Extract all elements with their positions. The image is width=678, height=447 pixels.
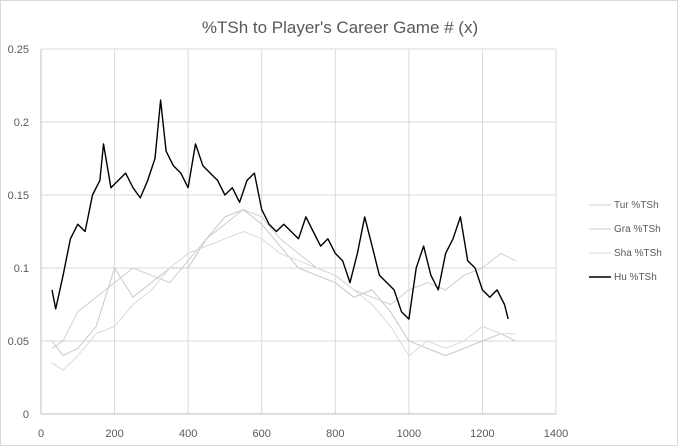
series-lines: [51, 99, 516, 371]
series-line-1: [51, 209, 516, 357]
x-tick-label: 1400: [544, 428, 568, 440]
x-tick-label: 400: [179, 428, 197, 440]
chart-title: %TSh to Player's Career Game # (x): [202, 18, 478, 37]
x-tick-label: 0: [38, 428, 44, 440]
legend-label: Hu %TSh: [614, 272, 657, 283]
y-tick-label: 0.2: [14, 117, 29, 129]
x-tick-label: 800: [326, 428, 344, 440]
x-tick-label: 200: [105, 428, 123, 440]
y-tick-label: 0.1: [14, 263, 29, 275]
legend-label: Tur %TSh: [614, 200, 659, 211]
y-tick-label: 0.15: [8, 190, 29, 202]
legend: Tur %TSh Gra %TSh Sha %TSh Hu %TSh: [589, 200, 662, 283]
y-tick-label: 0.05: [8, 336, 29, 348]
y-tick-label: 0: [23, 409, 29, 421]
x-tick-label: 600: [253, 428, 271, 440]
axes: 0 200 400 600 800 1000 1200 1400 0 0.05 0.1 0.15 0.2…: [8, 44, 569, 440]
series-line-3: [51, 99, 509, 320]
grid-lines: [40, 48, 557, 415]
legend-label: Sha %TSh: [614, 248, 662, 259]
legend-label: Gra %TSh: [614, 224, 661, 235]
x-tick-label: 1000: [397, 428, 421, 440]
x-tick-label: 1200: [470, 428, 494, 440]
y-tick-label: 0.25: [8, 44, 29, 56]
series-line-2: [51, 231, 516, 371]
